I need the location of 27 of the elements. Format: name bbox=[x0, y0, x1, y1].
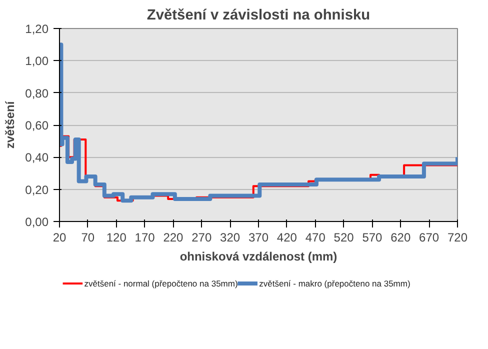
x-tick-label: 270 bbox=[192, 230, 212, 244]
x-tick-label: 120 bbox=[106, 230, 127, 244]
x-tick-label: 220 bbox=[163, 230, 184, 244]
y-tick-label: 0,80 bbox=[25, 86, 49, 100]
x-tick-label: 170 bbox=[134, 230, 156, 244]
x-tick-label: 470 bbox=[305, 230, 326, 244]
x-tick-label: 20 bbox=[52, 230, 66, 244]
y-tick-label: 1,00 bbox=[25, 54, 49, 68]
x-tick-label: 320 bbox=[220, 230, 240, 244]
y-tick-label: 1,20 bbox=[25, 22, 49, 36]
x-tick-label: 70 bbox=[81, 230, 95, 244]
x-tick-label: 570 bbox=[362, 230, 383, 244]
chart-title: Zvětšení v závislosti na ohnisku bbox=[146, 8, 370, 24]
x-tick-label: 670 bbox=[419, 230, 440, 244]
y-axis-title: zvětšení bbox=[3, 100, 18, 149]
x-tick-label: 370 bbox=[248, 230, 269, 244]
legend-label: zvětšení - makro (přepočteno na 35mm) bbox=[259, 278, 410, 288]
y-tick-label: 0,00 bbox=[25, 215, 49, 229]
y-tick-label: 0,20 bbox=[25, 182, 49, 197]
x-tick-label: 420 bbox=[276, 230, 298, 244]
x-tick-label: 520 bbox=[334, 230, 354, 244]
x-tick-label: 620 bbox=[390, 230, 411, 244]
y-tick-label: 0,60 bbox=[25, 118, 49, 132]
y-tick-label: 0,40 bbox=[25, 150, 49, 165]
legend-label: zvětšení - normal (přepočteno na 35mm) bbox=[84, 278, 238, 288]
x-axis-title: ohnisková vzdálenost (mm) bbox=[180, 250, 338, 264]
x-tick-label: 720 bbox=[447, 230, 468, 244]
